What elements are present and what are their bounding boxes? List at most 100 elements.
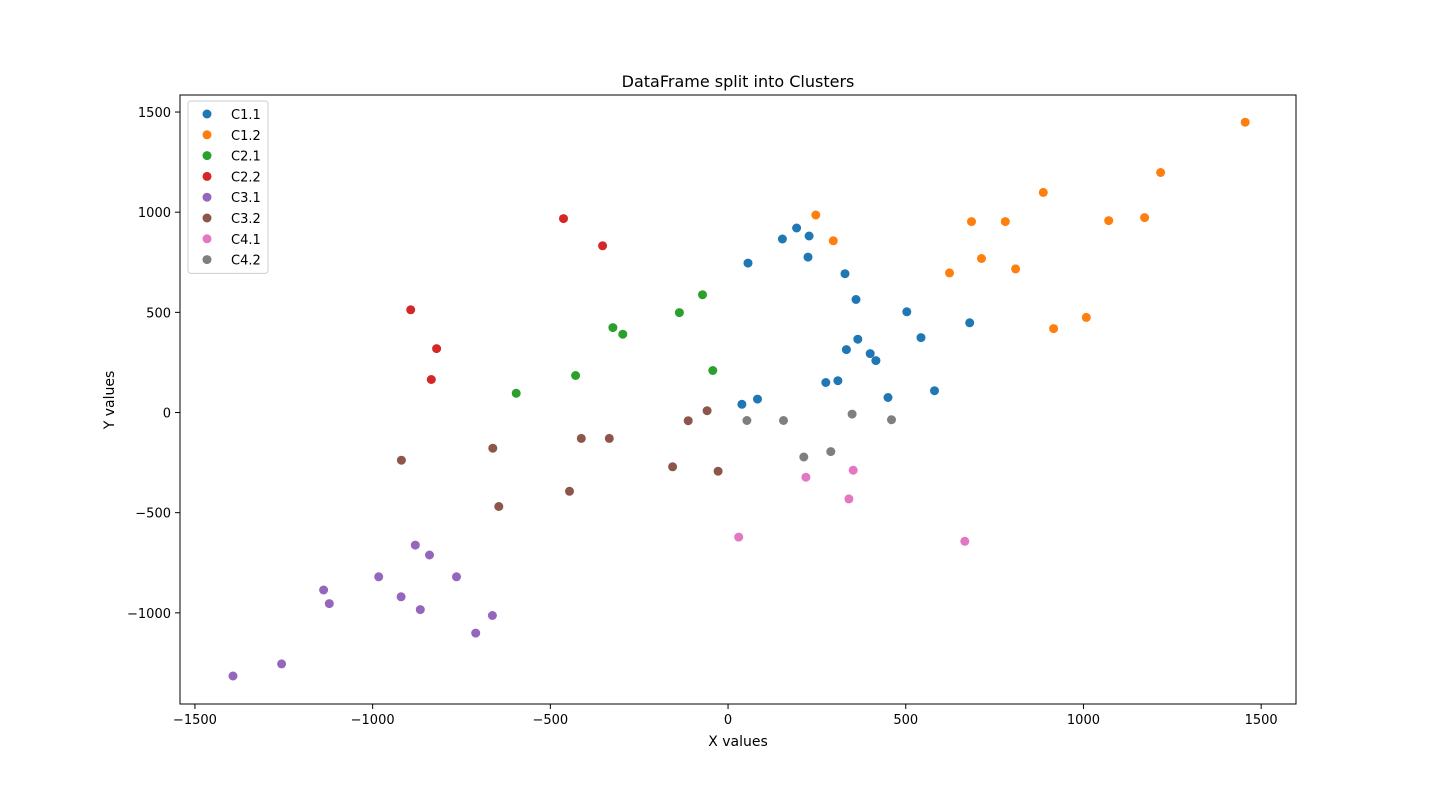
legend-label: C3.2 (231, 212, 261, 227)
legend-label: C3.1 (231, 191, 261, 206)
data-point (604, 433, 614, 443)
series-C3.2 (396, 406, 723, 511)
legend-marker (202, 109, 212, 119)
data-point (799, 452, 809, 462)
data-point (967, 217, 976, 227)
data-point (853, 334, 863, 344)
data-point (488, 443, 498, 453)
legend-label: C2.1 (231, 150, 261, 165)
y-tick-label: 1000 (138, 206, 171, 221)
data-point (494, 502, 504, 511)
data-point (1000, 217, 1010, 227)
data-point (415, 605, 425, 615)
data-point (753, 394, 762, 404)
data-point (828, 236, 838, 246)
data-point (374, 572, 384, 582)
data-point (930, 386, 939, 396)
x-tick-label: −500 (532, 713, 568, 728)
data-point (811, 210, 821, 220)
x-axis-label: X values (708, 734, 768, 750)
data-point (851, 295, 861, 304)
data-point (977, 254, 986, 263)
data-point (801, 472, 811, 482)
data-point (487, 611, 497, 620)
data-point (618, 329, 628, 339)
data-point (871, 356, 881, 366)
legend-label: C4.1 (231, 233, 261, 248)
x-tick-label: 500 (893, 713, 918, 728)
data-point (471, 628, 481, 638)
data-point (1081, 312, 1091, 322)
data-point (702, 406, 712, 416)
series-C1.2 (811, 117, 1250, 334)
y-tick-label: 1500 (138, 106, 171, 121)
data-point (1011, 264, 1021, 274)
legend-marker (202, 234, 212, 244)
data-point (324, 599, 334, 609)
data-point (559, 214, 568, 224)
x-tick-label: −1000 (351, 713, 395, 728)
chart-title: DataFrame split into Clusters (622, 72, 855, 91)
data-point (452, 572, 461, 582)
data-point (803, 252, 813, 262)
data-point (432, 344, 442, 354)
legend-label: C2.2 (231, 170, 261, 185)
y-tick-label: −500 (135, 507, 171, 522)
data-point (713, 466, 723, 476)
data-point (608, 323, 618, 333)
y-axis-label: Y values (102, 371, 118, 431)
data-point (668, 462, 678, 472)
data-point (571, 371, 581, 380)
series-C4.2 (742, 409, 896, 462)
data-point (396, 592, 406, 602)
legend-label: C1.1 (231, 108, 261, 123)
data-point (777, 234, 787, 244)
data-point (792, 223, 802, 233)
data-point (734, 532, 744, 542)
data-point (737, 399, 747, 409)
data-point (848, 465, 858, 475)
data-point (1038, 187, 1048, 197)
data-point (833, 376, 843, 386)
data-point (511, 388, 521, 398)
legend-marker (202, 171, 212, 181)
data-point (1240, 117, 1250, 127)
data-point (844, 494, 854, 504)
data-point (945, 268, 954, 278)
data-point (1156, 168, 1166, 177)
data-point (960, 536, 970, 546)
y-tick-label: −1000 (127, 607, 171, 622)
data-point (902, 307, 912, 317)
data-point (277, 659, 287, 669)
data-point (698, 290, 707, 300)
data-point (425, 550, 434, 560)
y-tick-label: 0 (163, 407, 171, 422)
data-point (847, 409, 857, 419)
plot-area: −1500 −1000 −500 0 500 1000 1500 −1000 −500 0 500 1… (127, 94, 1297, 728)
data-point (576, 433, 586, 443)
series-C4.1 (734, 465, 970, 546)
data-point (826, 447, 836, 457)
x-tick-label: 1000 (1067, 713, 1100, 728)
data-point (779, 416, 788, 425)
data-point (406, 305, 416, 315)
data-point (840, 269, 850, 279)
data-point (598, 241, 608, 251)
data-point (228, 671, 238, 681)
legend-label: C4.2 (231, 254, 261, 269)
legend-marker (202, 213, 212, 223)
data-point (683, 416, 693, 426)
data-point (708, 366, 718, 375)
axes-frame (179, 94, 1297, 705)
data-point (743, 258, 753, 268)
data-point (674, 308, 684, 318)
y-tick-label: 500 (146, 306, 171, 321)
x-tick-label: 1500 (1245, 713, 1278, 728)
data-point (865, 349, 875, 359)
data-point (916, 333, 926, 343)
data-point (887, 415, 896, 425)
data-point (883, 393, 893, 402)
series-C1.1 (737, 223, 975, 409)
